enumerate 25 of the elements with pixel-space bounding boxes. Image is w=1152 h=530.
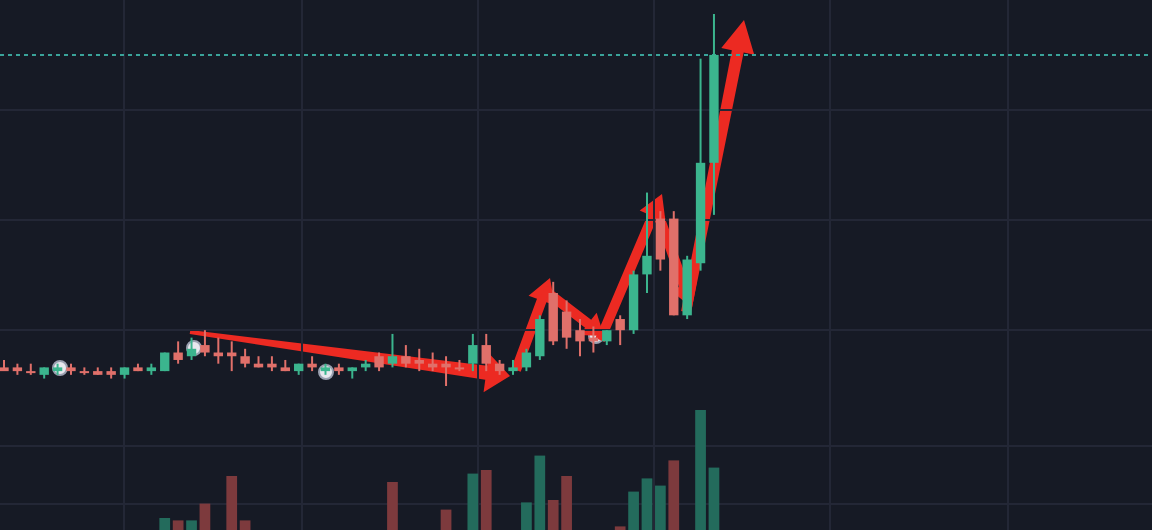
candlestick bbox=[374, 351, 384, 373]
candlestick bbox=[615, 314, 625, 347]
candlestick bbox=[655, 210, 666, 272]
bar bbox=[480, 470, 492, 530]
candlestick bbox=[387, 332, 398, 369]
candlestick bbox=[173, 340, 183, 365]
candlestick bbox=[642, 191, 652, 294]
candlestick bbox=[200, 329, 210, 358]
bar bbox=[172, 520, 184, 530]
candlestick bbox=[575, 318, 585, 358]
candlestick bbox=[481, 332, 491, 373]
bar bbox=[467, 473, 479, 530]
bar bbox=[159, 518, 171, 530]
candlestick bbox=[468, 332, 478, 373]
candlestick bbox=[240, 347, 250, 369]
candlestick bbox=[401, 344, 411, 369]
candlestick bbox=[414, 347, 424, 373]
bar bbox=[186, 520, 197, 530]
candlestick bbox=[535, 314, 545, 361]
candlestick bbox=[561, 299, 572, 350]
bar bbox=[668, 460, 680, 530]
bar bbox=[387, 482, 398, 530]
bar bbox=[440, 509, 452, 530]
bar bbox=[199, 503, 211, 530]
candlestick bbox=[521, 347, 532, 373]
